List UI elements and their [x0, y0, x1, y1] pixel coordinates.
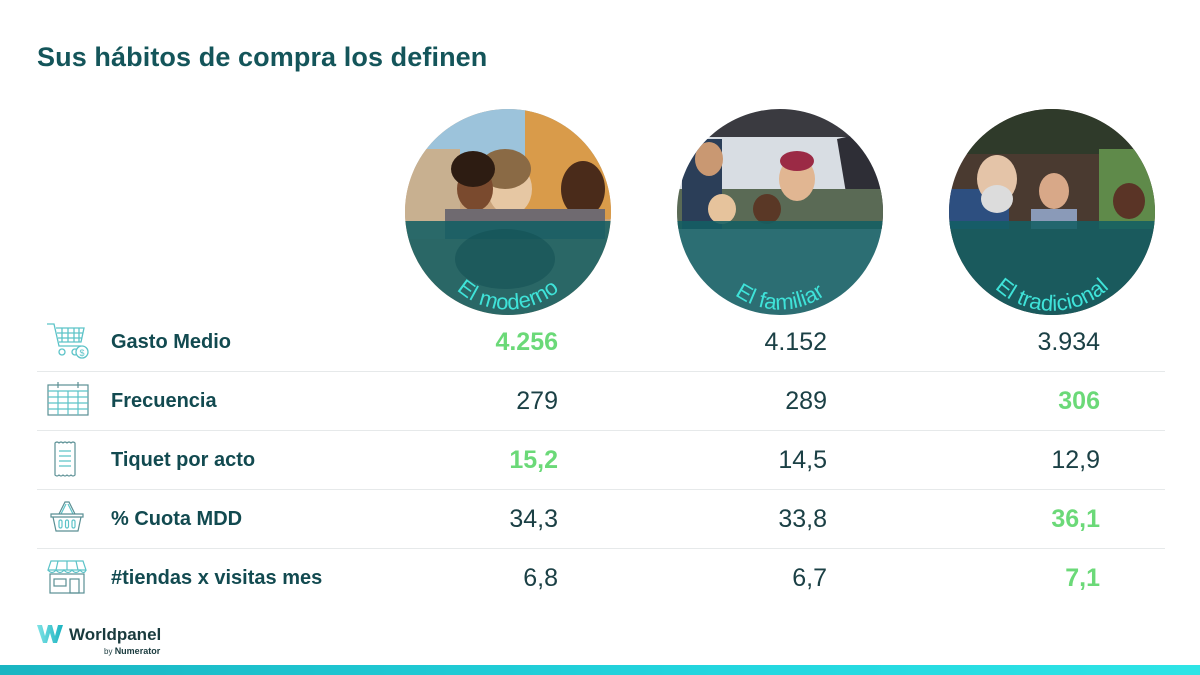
- kpi-table: $ Gasto Medio 4.256 4.152 3.934 Frecuenc…: [37, 313, 1165, 608]
- storefront-icon: [45, 557, 89, 597]
- value-tradicional: 3.934: [1037, 328, 1100, 356]
- segment-moderno: El moderno: [405, 109, 611, 315]
- segment-photo-tradicional: El tradicional: [949, 109, 1155, 315]
- segment-familiar: El familiar: [677, 109, 883, 315]
- segment-tradicional: El tradicional: [949, 109, 1155, 315]
- value-moderno: 34,3: [509, 505, 558, 533]
- value-moderno: 6,8: [523, 564, 558, 592]
- table-row-frecuencia: Frecuencia 279 289 306: [37, 372, 1165, 431]
- table-row-tiendas: #tiendas x visitas mes 6,8 6,7 7,1: [37, 549, 1165, 608]
- logo-name: Worldpanel: [69, 625, 162, 644]
- value-tradicional: 306: [1058, 387, 1100, 415]
- calendar-icon: [45, 380, 89, 420]
- logo-by: by: [104, 647, 113, 656]
- value-familiar: 6,7: [792, 564, 827, 592]
- logo-numerator: Numerator: [114, 646, 161, 656]
- segment-photo-moderno: El moderno: [405, 109, 611, 315]
- value-familiar: 14,5: [778, 446, 827, 474]
- row-label: % Cuota MDD: [111, 508, 243, 530]
- value-moderno: 279: [516, 387, 558, 415]
- segment-photo-familiar: El familiar: [677, 109, 883, 315]
- table-row-gasto-medio: $ Gasto Medio 4.256 4.152 3.934: [37, 313, 1165, 372]
- value-moderno: 4.256: [495, 328, 558, 356]
- table-row-cuota-mdd: % Cuota MDD 34,3 33,8 36,1: [37, 490, 1165, 549]
- page-title: Sus hábitos de compra los definen: [37, 42, 488, 72]
- row-label: #tiendas x visitas mes: [111, 567, 323, 589]
- bottom-accent-bar: [0, 665, 1200, 675]
- worldpanel-w-icon: [37, 625, 63, 643]
- row-label: Tiquet por acto: [111, 449, 256, 471]
- value-familiar: 33,8: [778, 505, 827, 533]
- row-label: Frecuencia: [111, 390, 217, 412]
- value-tradicional: 7,1: [1065, 564, 1100, 592]
- shopping-basket-icon: [45, 498, 89, 538]
- value-familiar: 289: [785, 387, 827, 415]
- table-row-tiquet: Tiquet por acto 15,2 14,5 12,9: [37, 431, 1165, 490]
- value-tradicional: 36,1: [1051, 505, 1100, 533]
- value-familiar: 4.152: [764, 328, 827, 356]
- row-label: Gasto Medio: [111, 331, 232, 353]
- value-moderno: 15,2: [509, 446, 558, 474]
- receipt-icon: [45, 439, 89, 479]
- svg-text:$: $: [79, 348, 84, 358]
- logo-byline: by Numerator: [104, 646, 160, 656]
- shopping-cart-dollar-icon: $: [45, 321, 89, 361]
- value-tradicional: 12,9: [1051, 446, 1100, 474]
